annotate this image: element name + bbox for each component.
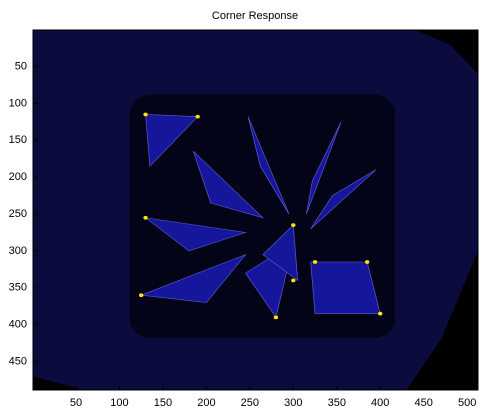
y-tick-label: 50	[15, 60, 27, 72]
y-tick-label: 300	[9, 245, 27, 257]
y-tick-label: 250	[9, 208, 27, 220]
x-tick-label: 150	[154, 397, 172, 409]
x-tick-label: 200	[197, 397, 215, 409]
x-tick-label: 300	[284, 397, 302, 409]
y-tick-label: 100	[9, 97, 27, 109]
y-tick-label: 150	[9, 134, 27, 146]
chart-title: Corner Response	[212, 10, 298, 22]
chart: Corner Response 50 100 150 200 250 300 350 400 4…	[0, 0, 489, 412]
x-tick-label: 500	[458, 397, 476, 409]
x-tick-label: 250	[241, 397, 259, 409]
y-tick-label: 400	[9, 319, 27, 331]
x-tick-label: 100	[110, 397, 128, 409]
y-tick-label: 350	[9, 282, 27, 294]
y-tick-label: 450	[9, 356, 27, 368]
x-tick-label: 450	[414, 397, 432, 409]
x-tick-label: 350	[328, 397, 346, 409]
x-tick-label: 400	[371, 397, 389, 409]
image	[33, 30, 478, 390]
x-tick-label: 50	[70, 397, 82, 409]
y-tick-label: 200	[9, 171, 27, 183]
